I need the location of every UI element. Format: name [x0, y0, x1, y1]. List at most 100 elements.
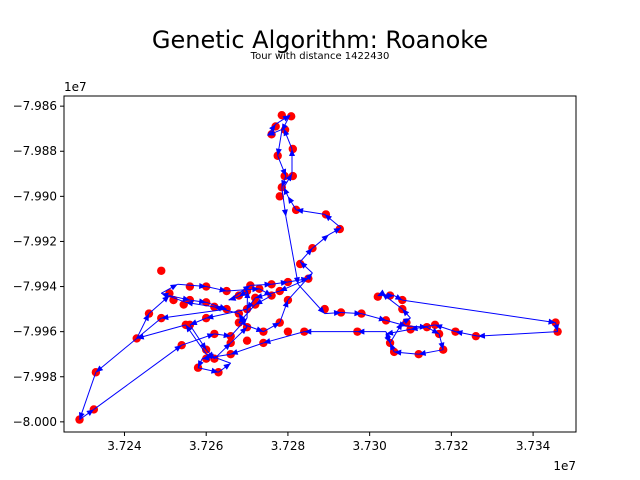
- route-arrowhead: [304, 328, 312, 335]
- route-arrowhead: [252, 286, 260, 293]
- route-arrowhead: [435, 324, 443, 330]
- route-segment: [477, 331, 558, 337]
- route-arrowhead: [206, 313, 214, 320]
- route-arrowhead: [206, 333, 215, 340]
- y-tick-label: −7.994: [13, 280, 57, 294]
- chart-subtitle: Tour with distance 1422430: [250, 51, 390, 62]
- route-arrowhead: [317, 306, 325, 314]
- route-arrowhead: [264, 281, 272, 288]
- route-arrowhead: [185, 300, 194, 307]
- route-arrowhead: [269, 124, 276, 132]
- route-arrowhead: [238, 315, 246, 323]
- plot-area: [64, 96, 576, 432]
- route-segment: [93, 344, 182, 410]
- route-arrowhead: [390, 342, 396, 351]
- route-arrowhead: [283, 128, 290, 137]
- route-arrowhead: [182, 295, 190, 302]
- route-arrowhead: [161, 314, 169, 321]
- route-arrowhead: [418, 349, 427, 356]
- route-arrowhead: [198, 360, 204, 368]
- route-arrowhead: [300, 261, 308, 269]
- y-tick-label: −7.986: [13, 99, 57, 113]
- route-arrowhead: [281, 209, 288, 217]
- city-point: [169, 295, 178, 305]
- x-tick-label: 3.728: [271, 439, 305, 453]
- route-arrowhead: [219, 286, 227, 293]
- route-arrowhead: [357, 328, 365, 335]
- route-segment: [263, 331, 305, 344]
- route-arrowhead: [402, 318, 411, 325]
- route-arrowhead: [281, 123, 288, 131]
- route-segment: [136, 324, 186, 339]
- x-tick-label: 3.726: [189, 439, 223, 453]
- route-arrowhead: [321, 234, 329, 242]
- route-arrowhead: [272, 322, 280, 329]
- route-arrowhead: [385, 331, 392, 340]
- route-segment: [95, 317, 162, 373]
- y-tick-label: −7.996: [13, 325, 57, 339]
- route-arrowhead: [206, 353, 214, 360]
- y-tick-label: −7.990: [13, 189, 57, 203]
- city-point: [242, 336, 252, 345]
- route-arrowhead: [354, 310, 362, 317]
- route-arrowhead: [255, 298, 263, 305]
- route-arrowhead: [333, 309, 342, 316]
- route-arrowhead: [230, 349, 239, 355]
- route-arrowhead: [202, 354, 210, 361]
- route-arrowhead: [410, 325, 418, 332]
- city-point: [275, 192, 284, 201]
- route-arrowhead: [78, 412, 85, 420]
- route-arrowhead: [285, 173, 293, 182]
- route-arrowhead: [223, 332, 231, 339]
- route-arrowhead: [293, 276, 300, 285]
- route-arrowhead: [279, 285, 288, 292]
- route-arrowhead: [305, 273, 313, 281]
- route-arrowhead: [282, 300, 289, 308]
- y-axis-ticks: −7.986 −7.988 −7.990 −7.992 −7.994 −7.996 −7.9…: [13, 99, 64, 429]
- route-arrowhead: [238, 290, 247, 297]
- route-arrowhead: [281, 179, 287, 188]
- city-point: [210, 329, 219, 339]
- route-arrowhead: [244, 291, 251, 299]
- route-arrowhead: [185, 324, 193, 333]
- route-arrowhead: [255, 293, 263, 299]
- route-arrowhead: [199, 342, 207, 350]
- route-arrowhead: [394, 349, 402, 356]
- route-arrowhead: [223, 363, 231, 370]
- y-tick-label: −8.000: [13, 415, 57, 429]
- route-arrowhead: [287, 196, 295, 204]
- route-arrowhead: [275, 148, 282, 156]
- route-segment: [402, 299, 556, 324]
- route-arrowhead: [548, 318, 556, 325]
- x-tick-label: 3.734: [516, 439, 550, 453]
- y-tick-label: −7.998: [13, 370, 57, 384]
- route-arrowhead: [455, 330, 463, 336]
- route-arrowhead: [324, 214, 333, 222]
- route-arrowhead: [263, 338, 271, 344]
- route-arrowhead: [198, 298, 207, 305]
- route-arrowhead: [267, 130, 276, 136]
- route-arrowhead: [210, 367, 219, 374]
- route-arrowhead: [264, 289, 272, 296]
- route-arrowhead: [333, 227, 342, 234]
- route-arrowhead: [280, 280, 288, 286]
- route-arrowhead: [477, 332, 486, 339]
- route-arrowhead: [387, 292, 395, 299]
- route-arrowhead: [189, 319, 198, 325]
- route-arrowhead: [86, 409, 94, 416]
- route-arrowhead: [280, 168, 287, 177]
- route-arrowhead: [136, 333, 145, 340]
- route-arrowhead: [402, 309, 410, 317]
- route-arrowhead: [553, 324, 559, 332]
- tour-route: [78, 114, 559, 421]
- chart-title: Genetic Algorithm: Roanoke: [152, 26, 488, 54]
- city-point: [286, 112, 296, 121]
- route-arrowhead: [95, 365, 104, 373]
- x-axis-ticks: 3.724 3.726 3.728 3.730 3.732 3.734: [107, 432, 550, 453]
- route-arrowhead: [240, 318, 248, 326]
- route-arrowhead: [223, 342, 231, 350]
- y-tick-label: −7.992: [13, 234, 57, 248]
- route-arrowhead: [255, 326, 264, 333]
- route-arrowhead: [283, 187, 290, 195]
